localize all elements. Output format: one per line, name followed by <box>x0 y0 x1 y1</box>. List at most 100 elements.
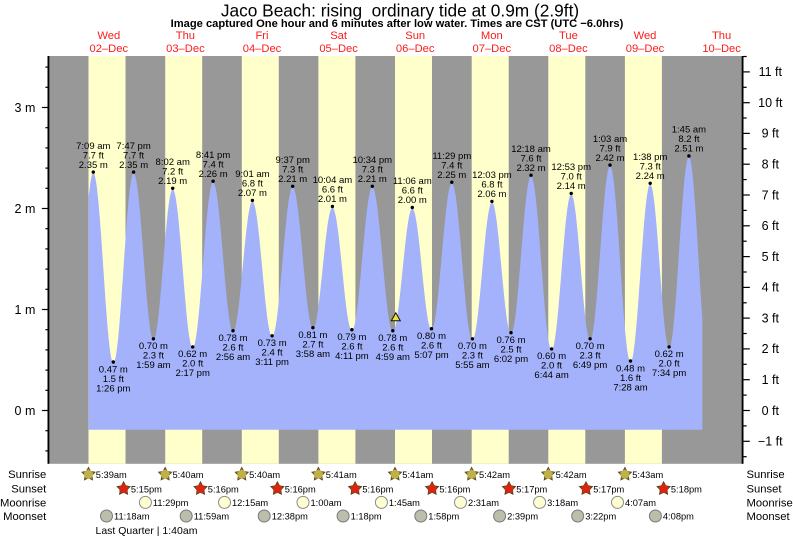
svg-text:Sunrise: Sunrise <box>8 469 46 481</box>
svg-text:2.0 ft: 2.0 ft <box>541 361 562 372</box>
svg-text:0 m: 0 m <box>15 404 36 418</box>
svg-text:1:38 pm: 1:38 pm <box>633 152 667 163</box>
svg-text:7.3 ft: 7.3 ft <box>282 165 303 176</box>
svg-text:5:41am: 5:41am <box>326 470 357 480</box>
svg-text:04–Dec: 04–Dec <box>243 43 282 55</box>
svg-text:Moonset: Moonset <box>747 511 791 523</box>
svg-text:7:34 pm: 7:34 pm <box>652 368 686 379</box>
svg-text:5:40am: 5:40am <box>173 470 204 480</box>
svg-text:2.19 m: 2.19 m <box>158 176 187 187</box>
svg-text:1:03 am: 1:03 am <box>593 134 627 145</box>
svg-text:3 m: 3 m <box>15 101 36 115</box>
svg-text:5:15pm: 5:15pm <box>131 484 162 494</box>
svg-text:11 ft: 11 ft <box>759 65 783 79</box>
svg-text:1:18pm: 1:18pm <box>351 512 382 522</box>
svg-text:4:07am: 4:07am <box>625 498 656 508</box>
svg-text:9:01 am: 9:01 am <box>235 169 269 180</box>
svg-text:0.62 m: 0.62 m <box>178 349 207 360</box>
svg-text:2.26 m: 2.26 m <box>199 169 228 180</box>
svg-text:10–Dec: 10–Dec <box>702 43 741 55</box>
svg-text:10:34 pm: 10:34 pm <box>352 155 392 166</box>
svg-text:Sun: Sun <box>405 30 425 42</box>
svg-text:1:45am: 1:45am <box>389 498 420 508</box>
svg-text:7 ft: 7 ft <box>762 188 780 202</box>
svg-text:1:45 am: 1:45 am <box>672 125 706 136</box>
svg-text:0 ft: 0 ft <box>762 404 780 418</box>
svg-text:2.6 ft: 2.6 ft <box>382 343 403 354</box>
svg-text:5:42am: 5:42am <box>556 470 587 480</box>
svg-text:2.21 m: 2.21 m <box>278 174 307 185</box>
svg-text:12:53 pm: 12:53 pm <box>551 162 591 173</box>
svg-text:0.73 m: 0.73 m <box>258 338 287 349</box>
svg-text:7.4 ft: 7.4 ft <box>203 159 224 170</box>
svg-text:6.8 ft: 6.8 ft <box>481 180 502 191</box>
svg-text:2.25 m: 2.25 m <box>437 170 466 181</box>
svg-text:0.48 m: 0.48 m <box>616 363 645 374</box>
svg-text:6 ft: 6 ft <box>762 219 780 233</box>
svg-text:11:29pm: 11:29pm <box>153 498 189 508</box>
svg-text:2.00 m: 2.00 m <box>398 195 427 206</box>
svg-text:4:59 am: 4:59 am <box>376 352 410 363</box>
svg-text:7.9 ft: 7.9 ft <box>599 143 620 154</box>
svg-text:1 m: 1 m <box>15 303 36 317</box>
svg-text:09–Dec: 09–Dec <box>626 43 665 55</box>
svg-text:2.0 ft: 2.0 ft <box>182 359 203 370</box>
svg-text:0.80 m: 0.80 m <box>417 331 446 342</box>
svg-text:8:41 pm: 8:41 pm <box>196 150 230 161</box>
svg-text:2.3 ft: 2.3 ft <box>143 351 164 362</box>
svg-text:5:16pm: 5:16pm <box>362 484 393 494</box>
svg-text:5:16pm: 5:16pm <box>439 484 470 494</box>
svg-text:2 ft: 2 ft <box>762 342 780 356</box>
svg-text:7:28 am: 7:28 am <box>613 382 647 393</box>
svg-text:08–Dec: 08–Dec <box>549 43 588 55</box>
svg-text:2:56 am: 2:56 am <box>216 352 250 363</box>
svg-text:2.06 m: 2.06 m <box>477 189 506 200</box>
svg-text:1:59 am: 1:59 am <box>136 360 170 371</box>
svg-text:2 m: 2 m <box>15 202 36 216</box>
svg-text:0.76 m: 0.76 m <box>496 335 525 346</box>
svg-text:2.4 ft: 2.4 ft <box>262 348 283 359</box>
svg-text:2.07 m: 2.07 m <box>238 188 267 199</box>
svg-text:2.6 ft: 2.6 ft <box>421 341 442 352</box>
svg-text:8:02 am: 8:02 am <box>156 157 190 168</box>
svg-text:4:08pm: 4:08pm <box>663 512 694 522</box>
svg-text:0.78 m: 0.78 m <box>378 333 407 344</box>
svg-text:2.35 m: 2.35 m <box>79 160 108 171</box>
svg-text:12:38pm: 12:38pm <box>272 512 308 522</box>
svg-text:10:04 am: 10:04 am <box>313 175 353 186</box>
svg-text:02–Dec: 02–Dec <box>90 43 129 55</box>
svg-text:5:40am: 5:40am <box>249 470 280 480</box>
svg-text:Sat: Sat <box>330 30 348 42</box>
svg-text:5:43am: 5:43am <box>632 470 663 480</box>
svg-text:7.0 ft: 7.0 ft <box>561 172 582 183</box>
svg-text:5:41am: 5:41am <box>402 470 433 480</box>
svg-text:9:37 pm: 9:37 pm <box>276 155 310 166</box>
svg-text:2.5 ft: 2.5 ft <box>500 345 521 356</box>
svg-text:2:17 pm: 2:17 pm <box>176 368 210 379</box>
svg-text:4 ft: 4 ft <box>762 281 780 295</box>
svg-text:6.6 ft: 6.6 ft <box>402 186 423 197</box>
svg-text:−1 ft: −1 ft <box>758 435 783 449</box>
svg-text:10 ft: 10 ft <box>758 96 783 110</box>
svg-text:Moonrise: Moonrise <box>0 497 46 509</box>
svg-text:6.8 ft: 6.8 ft <box>242 179 263 190</box>
svg-text:6.6 ft: 6.6 ft <box>322 185 343 196</box>
svg-text:6:49 pm: 6:49 pm <box>573 360 607 371</box>
svg-text:Image captured One hour and 6: Image captured One hour and 6 minutes af… <box>171 18 624 30</box>
svg-text:07–Dec: 07–Dec <box>473 43 512 55</box>
svg-text:7.2 ft: 7.2 ft <box>162 167 183 178</box>
svg-text:0.70 m: 0.70 m <box>458 341 487 352</box>
svg-text:9 ft: 9 ft <box>762 127 780 141</box>
svg-text:11:18am: 11:18am <box>114 512 150 522</box>
svg-text:6:44 am: 6:44 am <box>534 370 568 381</box>
svg-text:0.78 m: 0.78 m <box>218 333 247 344</box>
svg-text:0.47 m: 0.47 m <box>99 364 128 375</box>
svg-text:0.62 m: 0.62 m <box>655 349 684 360</box>
svg-text:7.7 ft: 7.7 ft <box>123 150 144 161</box>
svg-text:Sunset: Sunset <box>11 484 47 496</box>
svg-text:7.4 ft: 7.4 ft <box>441 160 462 171</box>
svg-text:7:09 am: 7:09 am <box>76 141 110 152</box>
svg-text:5:42am: 5:42am <box>479 470 510 480</box>
svg-text:2:39pm: 2:39pm <box>507 512 538 522</box>
svg-text:2.0 ft: 2.0 ft <box>659 359 680 370</box>
